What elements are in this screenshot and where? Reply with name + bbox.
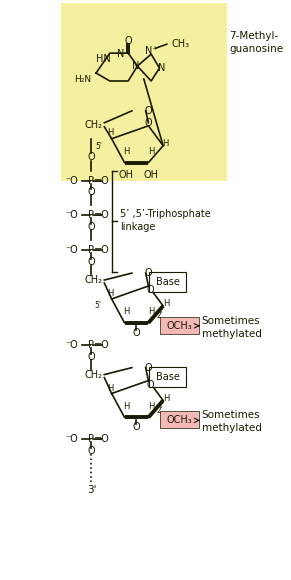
Text: H: H	[163, 299, 169, 309]
Text: linkage: linkage	[120, 222, 155, 233]
Text: CH₂: CH₂	[84, 275, 102, 285]
Text: CH₂: CH₂	[84, 120, 102, 130]
Text: OH: OH	[144, 169, 159, 180]
Text: H: H	[123, 402, 129, 411]
Text: HN: HN	[96, 54, 111, 64]
Text: 7-Methyl-: 7-Methyl-	[229, 31, 278, 41]
Text: N⁺: N⁺	[145, 46, 157, 56]
Text: ⁻O: ⁻O	[66, 211, 79, 220]
Text: OCH₃: OCH₃	[167, 415, 193, 425]
Text: Sometimes: Sometimes	[202, 316, 260, 326]
Text: 2': 2'	[156, 406, 163, 415]
Text: N: N	[158, 63, 165, 73]
Text: =O: =O	[94, 211, 110, 220]
Text: H: H	[148, 307, 154, 317]
FancyBboxPatch shape	[149, 272, 186, 292]
Text: P: P	[88, 434, 95, 444]
Text: O: O	[88, 151, 95, 162]
Text: OCH₃: OCH₃	[167, 321, 193, 331]
Text: methylated: methylated	[202, 423, 262, 433]
Text: 5': 5'	[95, 302, 102, 310]
Text: H: H	[108, 128, 114, 137]
Text: H: H	[148, 402, 154, 411]
Text: methylated: methylated	[202, 329, 262, 339]
Text: O: O	[88, 446, 95, 456]
FancyBboxPatch shape	[149, 367, 186, 386]
Text: O: O	[145, 106, 152, 116]
Text: H: H	[123, 307, 129, 317]
Text: O: O	[133, 422, 140, 432]
Text: P: P	[88, 245, 95, 255]
Text: O: O	[146, 379, 154, 390]
Text: N: N	[132, 61, 139, 71]
Text: H: H	[107, 384, 113, 393]
Text: P: P	[88, 176, 95, 186]
Text: ⁻O: ⁻O	[66, 245, 79, 255]
Text: ⁻O: ⁻O	[66, 434, 79, 444]
Text: O: O	[145, 118, 152, 128]
Text: O: O	[145, 362, 152, 372]
Text: OH: OH	[119, 169, 134, 180]
Text: H: H	[123, 147, 129, 156]
Text: Base: Base	[156, 372, 180, 382]
Text: O: O	[88, 187, 95, 197]
Text: 5': 5'	[95, 142, 102, 151]
Text: H: H	[163, 394, 169, 403]
Text: 2': 2'	[156, 311, 163, 320]
Text: O: O	[146, 285, 154, 295]
Text: O: O	[88, 257, 95, 267]
Text: CH₃: CH₃	[171, 39, 189, 49]
FancyBboxPatch shape	[160, 411, 199, 429]
Text: O: O	[88, 222, 95, 233]
Text: Base: Base	[156, 277, 180, 287]
FancyBboxPatch shape	[61, 3, 226, 180]
Text: O: O	[145, 268, 152, 278]
Text: =O: =O	[94, 340, 110, 350]
Text: H: H	[107, 289, 113, 299]
FancyBboxPatch shape	[160, 317, 199, 333]
Text: guanosine: guanosine	[229, 44, 283, 54]
Text: CH₂: CH₂	[84, 369, 102, 379]
Text: O: O	[88, 351, 95, 362]
Text: Sometimes: Sometimes	[202, 411, 260, 420]
Text: 3': 3'	[87, 485, 96, 495]
Text: H₂N: H₂N	[74, 74, 91, 84]
Text: ⁻O: ⁻O	[66, 340, 79, 350]
Text: 5’ ,5’-Triphosphate: 5’ ,5’-Triphosphate	[120, 209, 211, 219]
Text: =O: =O	[94, 245, 110, 255]
Text: P: P	[88, 211, 95, 220]
Text: H: H	[148, 147, 154, 156]
Text: H: H	[162, 139, 168, 148]
Text: O: O	[124, 36, 132, 46]
Text: P: P	[88, 340, 95, 350]
Text: N: N	[117, 49, 125, 59]
Text: ⁻O: ⁻O	[66, 176, 79, 186]
Text: =O: =O	[94, 176, 110, 186]
Text: =O: =O	[94, 434, 110, 444]
Text: O: O	[133, 328, 140, 338]
